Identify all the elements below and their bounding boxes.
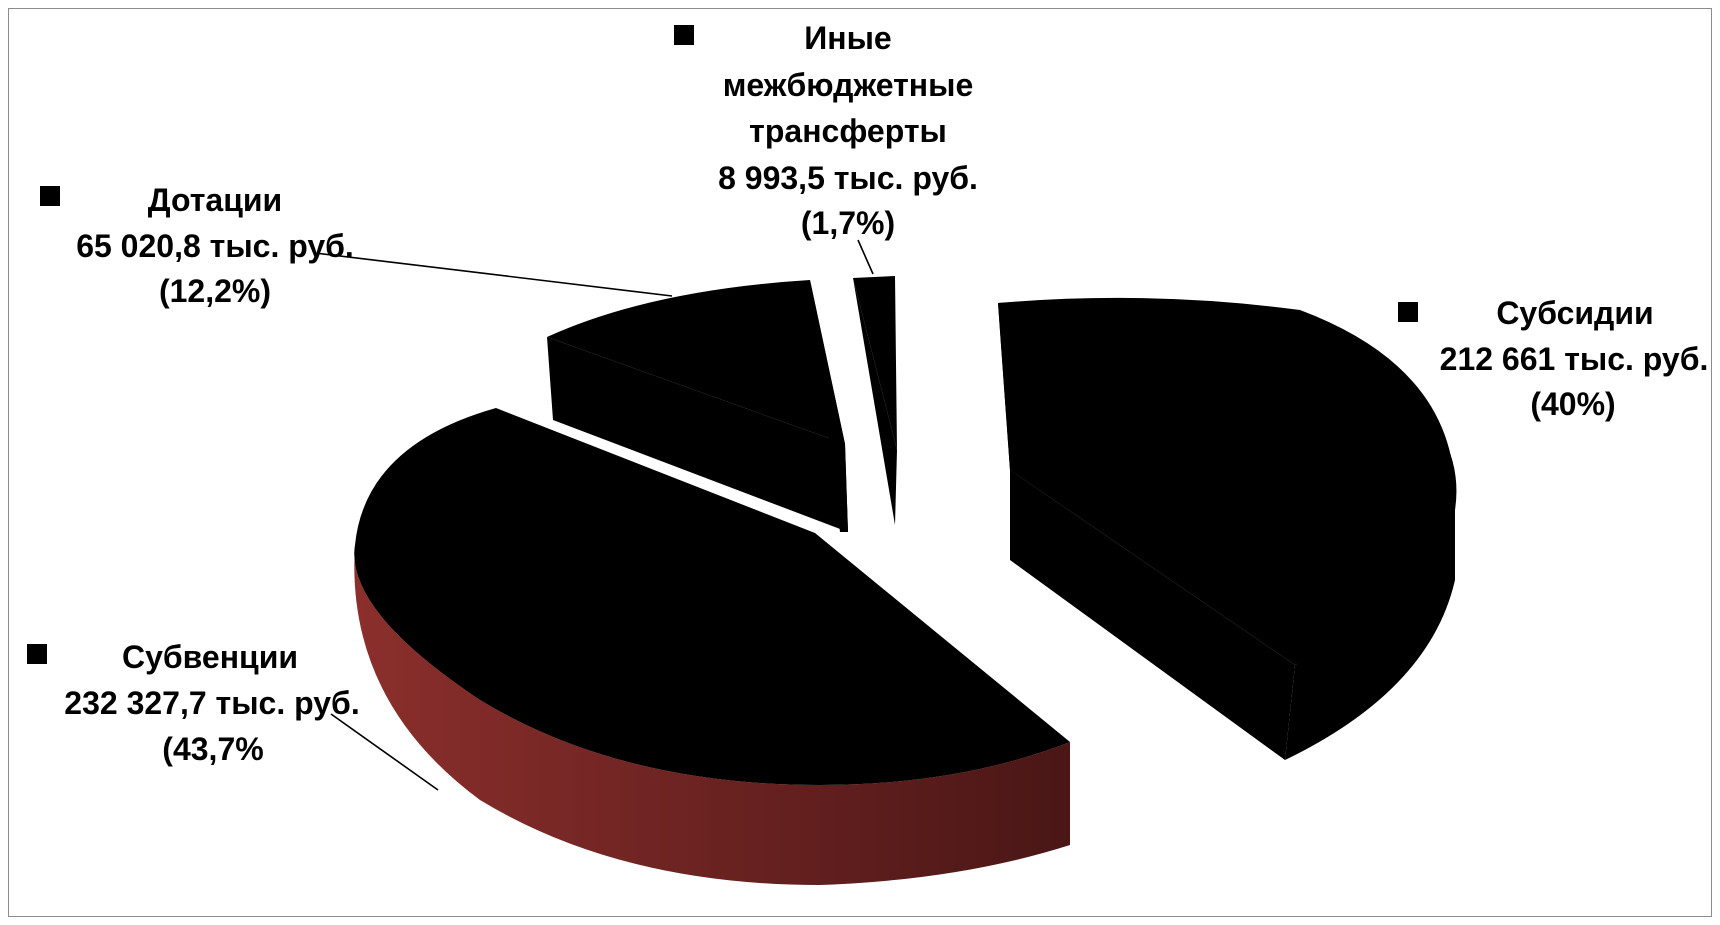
label-grants-value: 65 020,8 тыс. руб. xyxy=(76,228,354,264)
label-grants-percent: (12,2%) xyxy=(159,273,271,309)
label-other-transfers: Иные межбюджетные трансферты 8 993,5 тыс… xyxy=(674,20,978,241)
slice-grants-side xyxy=(547,337,848,532)
label-subsidies-value: 212 661 тыс. руб. xyxy=(1440,341,1709,377)
legend-marker-subventions xyxy=(27,644,47,664)
label-subventions-value: 232 327,7 тыс. руб. xyxy=(64,685,359,721)
label-subventions-percent: (43,7% xyxy=(162,731,263,767)
label-other-transfers-line-3: трансферты xyxy=(749,113,947,149)
legend-marker-subsidies xyxy=(1398,302,1418,322)
label-subventions: Субвенции 232 327,7 тыс. руб. (43,7% xyxy=(27,639,360,767)
slice-subventions-top xyxy=(354,408,1071,785)
label-other-transfers-value: 8 993,5 тыс. руб. xyxy=(718,160,978,196)
label-other-transfers-percent: (1,7%) xyxy=(801,205,895,241)
slice-subsidies-edge xyxy=(1010,470,1295,760)
leader-lines xyxy=(314,239,874,791)
label-subsidies-name: Субсидии xyxy=(1496,295,1653,331)
slice-grants-top xyxy=(547,280,845,444)
slice-grants xyxy=(547,280,848,532)
slice-other-transfers-side xyxy=(853,278,897,525)
slice-subsidies-outer-side xyxy=(1285,520,1455,760)
label-other-transfers-line-1: Иные xyxy=(804,20,891,56)
label-subsidies-percent: (40%) xyxy=(1530,386,1615,422)
slice-other-transfers-top xyxy=(853,276,897,450)
leader-line-subventions xyxy=(330,713,439,791)
label-other-transfers-line-2: межбюджетные xyxy=(723,67,973,103)
label-grants-name: Дотации xyxy=(148,182,282,218)
slice-subventions-outer-side xyxy=(354,545,1071,885)
label-grants: Дотации 65 020,8 тыс. руб. (12,2%) xyxy=(40,182,354,309)
slice-other-transfers xyxy=(853,276,897,525)
slice-subsidies xyxy=(998,297,1457,760)
legend-marker-grants xyxy=(40,186,60,206)
slice-subsidies-top xyxy=(998,301,1457,664)
legend-marker-other-transfers xyxy=(674,25,694,45)
label-subsidies: Субсидии 212 661 тыс. руб. (40%) xyxy=(1398,295,1708,422)
label-subventions-name: Субвенции xyxy=(122,639,298,675)
slice-subventions xyxy=(354,408,1071,885)
leader-line-grants xyxy=(314,252,673,297)
leader-line-other-transfers xyxy=(857,239,874,275)
